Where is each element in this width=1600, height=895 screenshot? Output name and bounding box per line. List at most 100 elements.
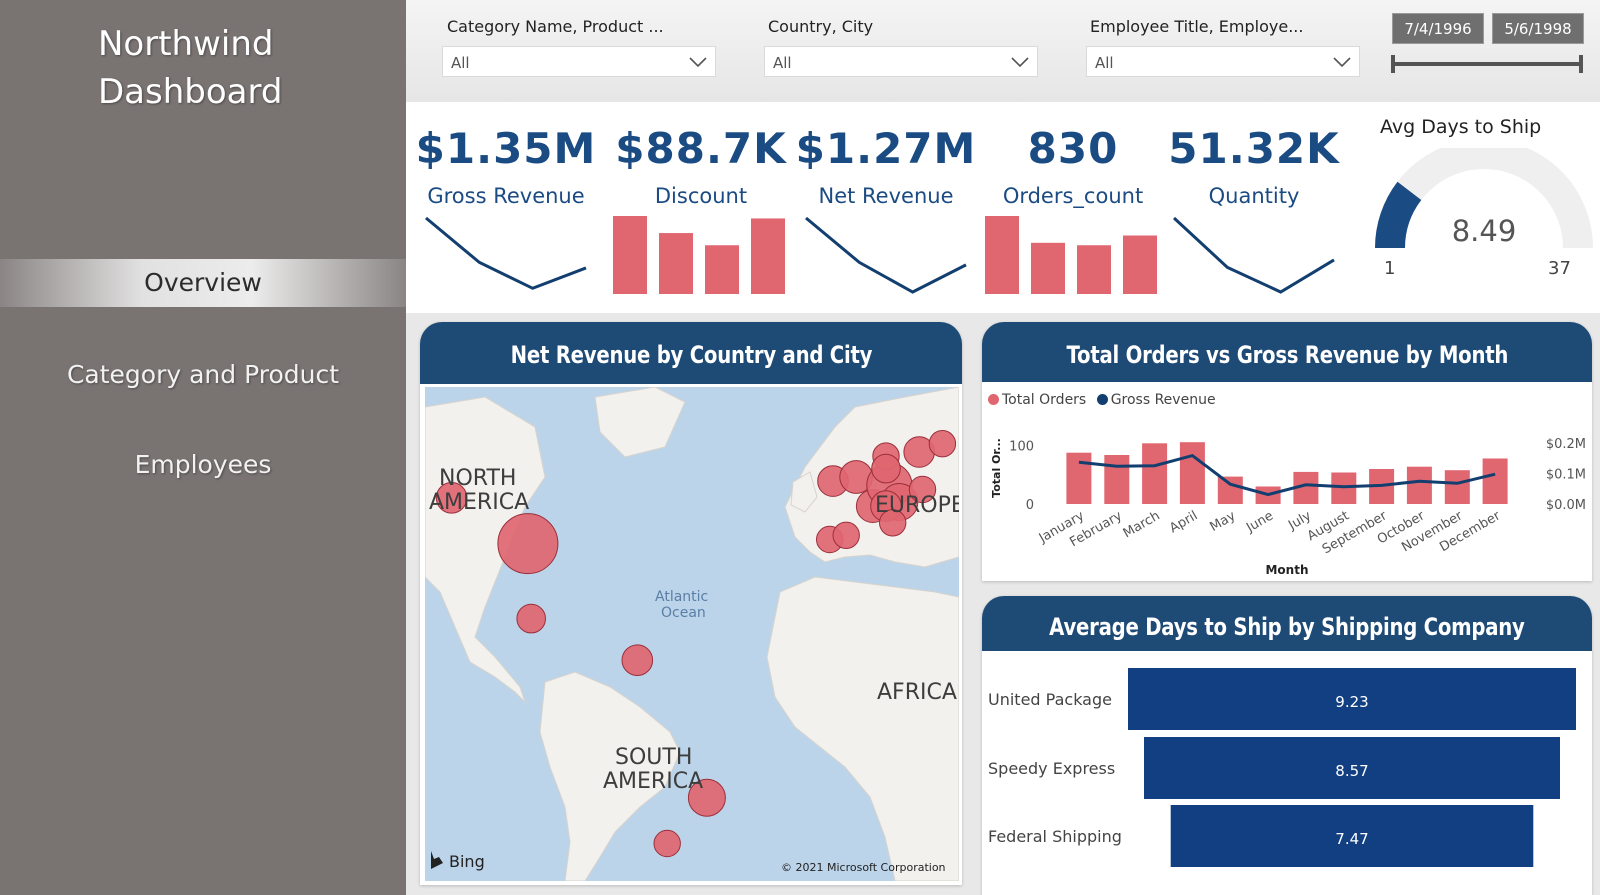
shipping-bar[interactable]	[1144, 737, 1560, 799]
map-bubble[interactable]	[879, 509, 907, 537]
kpi-sparkline-1	[613, 216, 785, 294]
orders-revenue-panel: Total Orders vs Gross Revenue by Month T…	[982, 322, 1592, 581]
map-label-ocean-2: Ocean	[661, 605, 706, 621]
shipping-bar[interactable]	[1170, 805, 1534, 867]
south-america-landmass	[539, 671, 681, 881]
kpi-spark-bar-3-3	[1123, 235, 1157, 294]
kpi-spark-bar-1-0	[613, 216, 647, 294]
y-tick-label: 0	[1026, 498, 1034, 513]
legend-orders-label: Total Orders	[1002, 392, 1087, 408]
date-start-input[interactable]: 7/4/1996	[1392, 13, 1484, 44]
nav-item-overview[interactable]: Overview	[0, 259, 406, 307]
map-label-north-america-1: NORTH	[439, 466, 516, 491]
map-label-south-america-1: SOUTH	[615, 745, 692, 770]
gauge-title: Avg Days to Ship	[1380, 116, 1542, 138]
y-axis-title: Total Or...	[990, 438, 1003, 498]
orders-bar[interactable]	[1217, 476, 1243, 504]
sidebar: Northwind Dashboard Overview Category an…	[0, 0, 406, 895]
kpi-label-0: Gross Revenue	[427, 184, 585, 208]
world-map[interactable]: NORTH AMERICA EUROPE SOUTH AMERICA AFRIC…	[425, 387, 959, 881]
map-bubble[interactable]	[516, 603, 546, 634]
slider-handle-start[interactable]	[1391, 55, 1395, 73]
map-bubble[interactable]	[687, 778, 726, 817]
bing-logo: Bing	[431, 851, 485, 871]
y2-tick-label: $0.0M	[1546, 498, 1586, 513]
app-title: Northwind Dashboard	[98, 20, 398, 116]
gauge-chart	[1375, 148, 1593, 249]
shipping-company-label: Speedy Express	[988, 759, 1115, 778]
map-bubble[interactable]	[653, 829, 681, 858]
orders-bar[interactable]	[1066, 452, 1092, 504]
orders-bar[interactable]	[1142, 443, 1168, 504]
map-bubble[interactable]	[497, 513, 559, 575]
map-bubble[interactable]	[928, 430, 957, 458]
kpi-sparkline-line-0	[425, 216, 587, 290]
north-america-landmass	[425, 396, 546, 703]
map-panel: Net Revenue by Country and City NORTH AM…	[420, 322, 962, 885]
map-bubble[interactable]	[908, 475, 937, 504]
orders-bar[interactable]	[1104, 455, 1130, 504]
employee-filter-dropdown[interactable]: All	[1086, 46, 1360, 77]
map-bubble[interactable]	[435, 482, 468, 514]
date-end-input[interactable]: 5/6/1998	[1492, 13, 1584, 44]
y-tick-label: 100	[1009, 440, 1034, 455]
legend-revenue-marker	[1096, 394, 1108, 405]
date-range-slider[interactable]	[1390, 54, 1584, 74]
nav-item-category-label: Category and Product	[66, 360, 340, 389]
shipping-company-label: Federal Shipping	[988, 827, 1122, 846]
kpi-sparkline-3	[985, 216, 1157, 294]
kpi-label-4: Quantity	[1208, 184, 1300, 208]
filter-bar: Category Name, Product ... All Country, …	[406, 0, 1600, 102]
africa-landmass	[766, 576, 959, 881]
gauge-value: 8.49	[1451, 214, 1517, 248]
shipping-value-label: 8.57	[1335, 762, 1368, 780]
kpi-sparkline-line-4	[1172, 216, 1335, 294]
kpi-sparkline-2	[805, 216, 967, 294]
category-filter-title: Category Name, Product ...	[447, 17, 664, 36]
kpi-spark-bar-1-3	[751, 218, 785, 294]
greenland-landmass	[594, 387, 686, 458]
orders-bar[interactable]	[1179, 442, 1205, 504]
kpi-sparkline-4	[1172, 216, 1335, 294]
x-tick-label: March	[1121, 508, 1163, 541]
map-label-north-america-2: AMERICA	[429, 490, 529, 515]
category-filter-value: All	[451, 54, 470, 72]
y2-tick-label: $0.2M	[1546, 437, 1586, 452]
orders-bar[interactable]	[1444, 470, 1470, 504]
gross-revenue-line[interactable]	[1078, 453, 1496, 497]
app-title-line1: Northwind	[98, 24, 274, 64]
shipping-panel: Average Days to Ship by Shipping Company…	[982, 596, 1592, 895]
shipping-bar[interactable]	[1128, 668, 1576, 730]
category-filter-dropdown[interactable]: All	[442, 46, 716, 77]
map-label-africa: AFRICA	[877, 680, 957, 705]
kpi-spark-bar-1-2	[705, 245, 739, 294]
slider-handle-end[interactable]	[1579, 55, 1583, 73]
kpi-label-3: Orders_count	[1002, 184, 1144, 208]
kpi-value-4: 51.32K	[1168, 124, 1340, 173]
app-title-line2: Dashboard	[98, 72, 283, 112]
map-bubble[interactable]	[621, 644, 654, 677]
country-filter-dropdown[interactable]: All	[764, 46, 1038, 77]
shipping-value-label: 7.47	[1335, 830, 1368, 848]
x-tick-label: May	[1208, 508, 1239, 535]
chevron-down-icon	[1011, 57, 1029, 68]
legend-orders-marker	[988, 394, 999, 405]
kpi-value-0: $1.35M	[415, 124, 597, 173]
shipping-panel-title: Average Days to Ship by Shipping Company	[982, 596, 1592, 651]
map-copyright: © 2021 Microsoft Corporation	[781, 861, 946, 874]
orders-bar[interactable]	[1331, 472, 1357, 505]
kpi-band: $1.35M Gross Revenue $88.7K Discount $1.27M N…	[406, 102, 1600, 313]
chevron-down-icon	[1333, 57, 1351, 68]
y2-tick-label: $0.1M	[1546, 468, 1586, 483]
orders-bar[interactable]	[1406, 466, 1432, 504]
orders-bar[interactable]	[1482, 458, 1508, 505]
country-filter-value: All	[773, 54, 792, 72]
map-bubble[interactable]	[832, 521, 860, 550]
chevron-down-icon	[689, 57, 707, 68]
orders-panel-title: Total Orders vs Gross Revenue by Month	[982, 322, 1592, 382]
map-bubble[interactable]	[871, 453, 901, 484]
x-tick-label: April	[1167, 508, 1200, 536]
country-filter-title: Country, City	[768, 17, 874, 36]
nav-item-employees-label: Employees	[134, 450, 272, 479]
